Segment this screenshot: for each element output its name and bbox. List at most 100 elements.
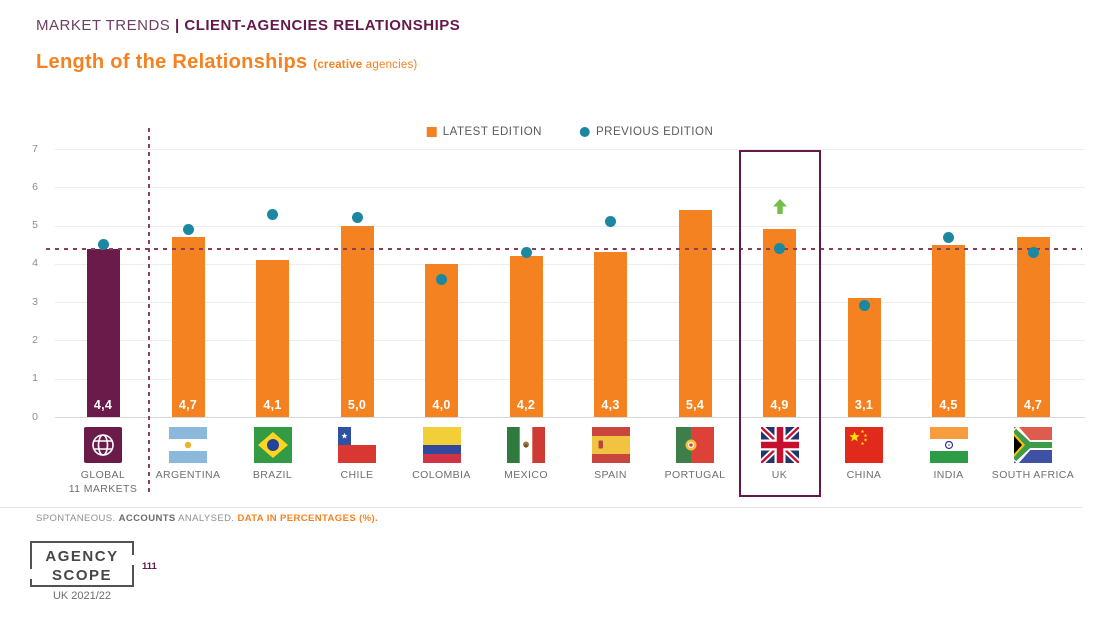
flag-chile-icon [338,427,376,463]
previous-edition-dot [267,208,278,220]
slide-header: MARKET TRENDS | CLIENT-AGENCIES RELATION… [36,17,460,34]
footnote: SPONTANEOUS. ACCOUNTS ANALYSED. DATA IN … [36,513,379,524]
uk-up-arrow-icon [772,199,787,214]
chart-title: Length of the Relationships (creative ag… [36,51,417,74]
bar-spain: 4,3 [594,252,627,417]
previous-edition-dot [351,212,363,224]
legend-previous-label: PREVIOUS EDITION [595,126,714,138]
previous-edition-dot [182,223,194,235]
flag-spain-icon [591,427,630,463]
previous-edition-dot [943,231,954,243]
flag-mexico-icon [507,427,545,463]
y-axis-tick-label: 3 [32,295,38,308]
latest-edition-swatch-icon [426,127,437,137]
category-label-spain: SPAIN [594,469,627,481]
y-axis-tick-label: 7 [32,142,38,155]
y-axis-tick-label: 0 [32,410,38,423]
legend-item-previous: PREVIOUS EDITION [579,126,714,138]
globe-icon [84,427,122,463]
chart-legend: LATEST EDITION PREVIOUS EDITION [426,126,714,138]
category-label-india: INDIA [933,469,964,481]
bar-uk: 4,9 [763,229,796,417]
previous-edition-dot [97,239,109,251]
bar-colombia: 4,0 [425,263,458,417]
flag-colombia-icon [422,427,461,463]
grid-line [55,378,1085,380]
bar-india: 4,5 [932,244,965,417]
category-label-uk: UK [771,469,788,481]
grid-line [55,302,1085,304]
bar-value-label: 4,4 [93,397,113,412]
grid-line [55,340,1085,342]
header-title: CLIENT-AGENCIES RELATIONSHIPS [184,17,461,34]
category-label-chile: CHILE [340,469,374,481]
bar-south-africa: 4,7 [1016,237,1050,417]
y-axis-tick-label: 2 [32,333,38,346]
header-divider: | [174,17,180,34]
header-section: MARKET TRENDS [36,17,171,34]
bar-brazil: 4,1 [256,260,289,417]
flag-china-icon [845,427,883,463]
legend-item-latest: LATEST EDITION [426,126,542,138]
logo-line2: SCOPE [51,566,112,584]
logo-edition: UK 2021/22 [52,590,112,602]
logo-line1: AGENCY [45,548,119,565]
y-axis-tick-label: 1 [32,372,38,385]
bar-value-label: 4,3 [601,397,620,412]
category-label-brazil: BRAZIL [252,469,293,481]
uk-highlight-box [738,150,821,497]
bar-value-label: 4,7 [1023,397,1043,412]
y-axis-tick-label: 4 [32,257,38,270]
legend-latest-label: LATEST EDITION [442,126,542,138]
chart-title-subtitle: (creative agencies) [313,59,418,71]
previous-edition-dot-icon [579,127,590,137]
chart-title-main: Length of the Relationships [36,51,308,73]
category-label-colombia: COLOMBIA [412,469,471,481]
y-axis-tick-label: 6 [32,180,38,193]
previous-edition-dot [1027,246,1039,258]
previous-edition-dot [520,246,532,258]
bar-value-label: 4,1 [263,397,282,412]
bar-value-label: 4,2 [516,397,536,412]
bar-portugal: 5,4 [678,210,712,417]
bar-value-label: 3,1 [854,397,874,412]
flag-uk-icon [758,424,801,466]
flag-india-icon [929,427,968,463]
footnote-highlight: DATA IN PERCENTAGES (%). [237,513,379,524]
flag-portugal-icon [676,427,714,463]
flag-argentina-icon [169,427,207,463]
grid-line [55,225,1085,227]
average-dashed-line [46,247,1082,250]
category-label-portugal: PORTUGAL [664,469,726,481]
previous-edition-dot [605,216,616,228]
bar-value-label: 4,0 [432,397,451,412]
bar-chile: 5,0 [340,225,374,417]
y-axis-tick-label: 5 [32,219,38,232]
previous-edition-dot [774,243,785,255]
grid-line [55,187,1085,189]
bar-value-label: 4,7 [178,397,198,412]
bar-value-label: 5,0 [347,397,367,412]
flag-brazil-icon [253,427,292,463]
bar-value-label: 4,9 [770,397,789,412]
footer-divider [0,507,1082,508]
bar-value-label: 5,4 [685,397,705,412]
bar-argentina: 4,7 [171,237,205,417]
bar-mexico: 4,2 [509,256,543,417]
bar-global: 4,4 [86,248,120,417]
previous-edition-dot [858,300,870,312]
category-label-south-africa: SOUTH AFRICA [991,469,1075,481]
page-number: 111 [142,561,157,572]
bar-value-label: 4,5 [939,397,958,412]
flag-south-africa-icon [1010,425,1052,465]
previous-edition-dot [436,273,447,285]
grid-line [55,149,1085,150]
category-label-mexico: MEXICO [504,469,548,481]
global-separator-line [147,128,150,496]
category-label-global: GLOBAL 11 MARKETS [68,469,138,495]
category-label-china: CHINA [846,469,882,481]
agency-scope-logo: AGENCY SCOPE [29,541,135,587]
bar-china: 3,1 [847,298,881,417]
grid-line [55,263,1085,265]
